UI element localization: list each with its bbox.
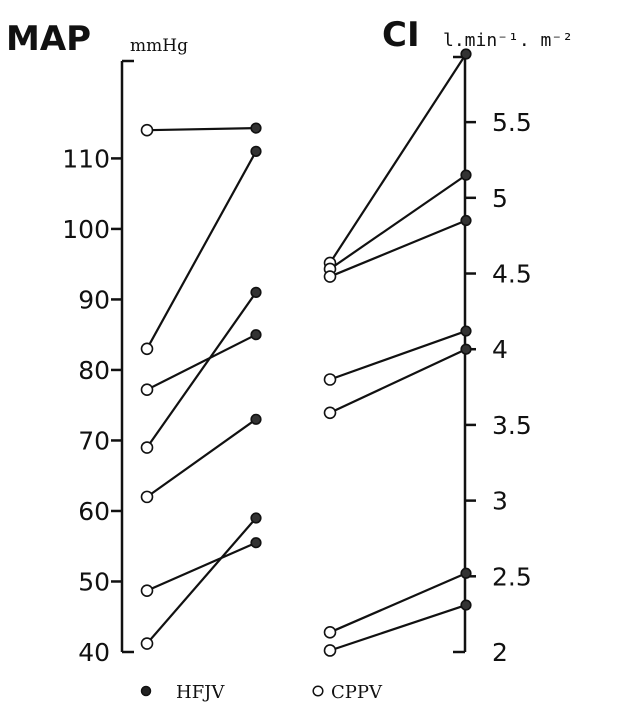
- ci-pair-line-3: [329, 219, 467, 278]
- ci-pair-line-6: [329, 572, 467, 634]
- map-cppv-point-7: [140, 637, 154, 650]
- map-hfjv-point-4: [250, 286, 262, 298]
- map-hfjv-point-1: [250, 122, 262, 134]
- ci-pair-line-5: [329, 348, 467, 414]
- ci-tick-label-2: 2: [492, 638, 508, 667]
- ci-cppv-point-4: [323, 373, 337, 386]
- map-tick-label-80: 80: [78, 356, 110, 385]
- map-tick-label-70: 70: [78, 426, 110, 455]
- ci-hfjv-point-7: [460, 599, 472, 611]
- ci-cppv-point-7: [323, 644, 337, 657]
- ci-hfjv-point-3: [460, 214, 472, 227]
- map-hfjv-point-7: [250, 512, 262, 524]
- ci-hfjv-point-2: [460, 169, 472, 181]
- ci-pair-line-4: [329, 330, 467, 381]
- ci-pair-line-1: [329, 53, 467, 264]
- legend-cppv-label: CPPV: [331, 682, 383, 703]
- ci-cppv-point-6: [323, 626, 337, 639]
- map-tick-label-100: 100: [62, 215, 110, 244]
- map-tick-label-90: 90: [78, 285, 110, 314]
- map-y-axis: 40 50 60 70 80 90 100 110: [62, 59, 134, 667]
- legend-hfjv-marker: [140, 685, 152, 697]
- ci-unit: l.min⁻¹. m⁻²: [443, 30, 573, 51]
- map-cppv-point-5: [140, 490, 154, 504]
- legend-hfjv-label: HFJV: [176, 682, 225, 703]
- map-series: [140, 122, 262, 650]
- map-pair-line-1: [146, 126, 257, 132]
- ci-pair-line-2: [329, 174, 467, 270]
- map-cppv-point-6: [140, 584, 154, 597]
- ci-title: CI: [382, 15, 420, 55]
- map-title: MAP: [6, 19, 91, 59]
- ci-hfjv-point-5: [460, 343, 472, 355]
- ci-pair-line-7: [329, 604, 467, 652]
- map-unit: mmHg: [130, 36, 188, 56]
- map-hfjv-point-6: [250, 537, 262, 549]
- map-pair-line-3: [146, 333, 257, 391]
- map-tick-label-50: 50: [78, 567, 110, 596]
- map-tick-label-40: 40: [78, 638, 110, 667]
- ci-tick-label-4.5: 4.5: [492, 260, 532, 289]
- map-hfjv-point-2: [250, 145, 262, 157]
- ci-cppv-point-5: [323, 406, 337, 420]
- ci-y-axis: 2 2.5 3 3.5 4 4.5 5 5.5: [453, 55, 532, 667]
- ci-tick-label-5: 5: [492, 184, 508, 213]
- map-cppv-point-3: [140, 383, 154, 396]
- ci-tick-label-2.5: 2.5: [492, 562, 532, 591]
- ci-tick-label-5.5: 5.5: [492, 108, 532, 137]
- map-cppv-point-4: [140, 441, 154, 454]
- ci-series: [323, 48, 472, 657]
- map-tick-label-60: 60: [78, 497, 110, 526]
- ci-hfjv-point-6: [460, 567, 472, 579]
- map-tick-label-110: 110: [62, 144, 110, 173]
- map-pair-line-4: [146, 291, 257, 449]
- map-cppv-point-1: [140, 123, 154, 137]
- map-cppv-point-2: [140, 342, 154, 356]
- ci-hfjv-point-1: [460, 48, 472, 60]
- ci-tick-label-3.5: 3.5: [492, 411, 532, 440]
- map-pair-line-5: [146, 418, 257, 498]
- map-pair-line-7: [146, 517, 257, 645]
- map-pair-line-6: [146, 541, 257, 592]
- ci-tick-label-3: 3: [492, 487, 508, 516]
- ci-tick-label-4: 4: [492, 335, 508, 364]
- legend: HFJV CPPV: [140, 682, 383, 703]
- map-hfjv-point-5: [250, 413, 262, 425]
- map-hfjv-point-3: [250, 329, 262, 341]
- map-pair-line-2: [146, 150, 257, 350]
- legend-cppv-marker: [312, 685, 324, 697]
- ci-cppv-point-3: [323, 270, 337, 283]
- ci-hfjv-point-4: [460, 325, 472, 337]
